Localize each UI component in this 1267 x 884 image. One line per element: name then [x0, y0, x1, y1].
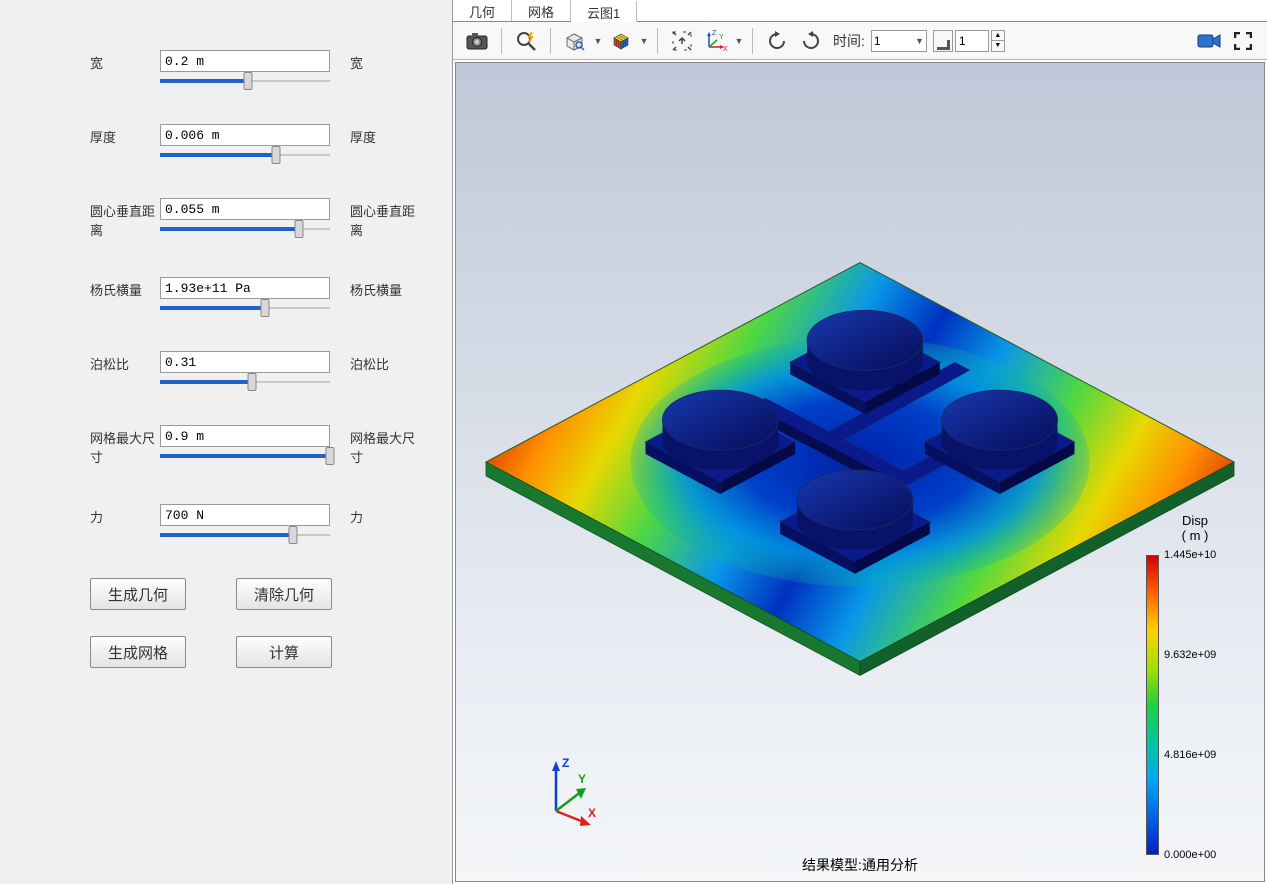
rubiks-cube-icon[interactable]: [605, 26, 637, 56]
tab-0[interactable]: 几何: [453, 0, 512, 21]
param-label-left: 泊松比: [90, 351, 160, 373]
param-slider-3[interactable]: [160, 303, 330, 313]
color-legend: Disp ( m ) 1.445e+10 9.632e+09 4.816e+09…: [1140, 513, 1250, 863]
zoom-lightning-icon[interactable]: [510, 26, 542, 56]
svg-text:X: X: [588, 806, 596, 820]
step-value: 1: [959, 34, 966, 48]
time-select[interactable]: 1▼: [871, 30, 927, 52]
axis-dropdown[interactable]: ▼: [734, 36, 744, 46]
legend-max: 1.445e+10: [1164, 549, 1216, 561]
rotate-ccw-icon[interactable]: [761, 26, 793, 56]
param-input-4[interactable]: [160, 351, 330, 373]
legend-mid1: 4.816e+09: [1164, 749, 1216, 761]
parameters-panel: 宽宽厚度厚度圆心垂直距离圆心垂直距离杨氏横量杨氏横量泊松比泊松比网格最大尺寸网格…: [0, 0, 452, 884]
param-label-right: 网格最大尺寸: [350, 428, 422, 466]
param-label-right: 宽: [350, 53, 363, 72]
step-spinner[interactable]: ▲ ▼: [991, 30, 1005, 52]
step-end-icon[interactable]: [933, 30, 953, 52]
param-label-left: 宽: [90, 50, 160, 72]
param-label-left: 网格最大尺寸: [90, 425, 160, 466]
param-label-right: 厚度: [350, 127, 376, 146]
param-label-right: 泊松比: [350, 354, 389, 373]
legend-mid2: 9.632e+09: [1164, 649, 1216, 661]
param-slider-6[interactable]: [160, 530, 330, 540]
param-label-right: 力: [350, 507, 363, 526]
svg-text:Z: Z: [712, 30, 717, 37]
viewport-3d[interactable]: Z X Y 结果模型:通用分析 Disp ( m ) 1.445e+10 9.6…: [455, 62, 1265, 882]
param-slider-5[interactable]: [160, 451, 330, 461]
video-camera-icon[interactable]: [1193, 26, 1225, 56]
step-input[interactable]: 1: [955, 30, 989, 52]
legend-title: Disp: [1140, 513, 1250, 528]
param-slider-1[interactable]: [160, 150, 330, 160]
viewport-toolbar: ▼ ▼ ZYX ▼: [453, 22, 1267, 60]
svg-text:Y: Y: [578, 772, 586, 786]
time-value: 1: [874, 34, 881, 48]
param-row-2: 圆心垂直距离 圆心垂直距离: [90, 198, 422, 239]
param-input-6[interactable]: [160, 504, 330, 526]
param-label-left: 厚度: [90, 124, 160, 146]
tab-1[interactable]: 网格: [512, 0, 571, 21]
param-label-left: 杨氏横量: [90, 277, 160, 299]
time-label: 时间:: [833, 31, 865, 51]
generate-geometry-button[interactable]: 生成几何: [90, 578, 186, 610]
result-model-label: 结果模型:通用分析: [802, 855, 918, 875]
param-input-1[interactable]: [160, 124, 330, 146]
param-row-6: 力力: [90, 504, 422, 540]
param-slider-2[interactable]: [160, 224, 330, 234]
axis-xyz-icon[interactable]: ZYX: [700, 26, 732, 56]
button-row-1: 生成几何 清除几何: [90, 578, 422, 610]
camera-icon[interactable]: [461, 26, 493, 56]
tabs-bar: 几何网格云图1: [453, 0, 1267, 22]
rotate-cw-icon[interactable]: [795, 26, 827, 56]
param-label-right: 圆心垂直距离: [350, 201, 422, 239]
param-row-3: 杨氏横量 杨氏横量: [90, 277, 422, 313]
generate-mesh-button[interactable]: 生成网格: [90, 636, 186, 668]
param-input-2[interactable]: [160, 198, 330, 220]
param-label-left: 圆心垂直距离: [90, 198, 160, 239]
param-row-0: 宽宽: [90, 50, 422, 86]
compute-button[interactable]: 计算: [236, 636, 332, 668]
legend-unit: ( m ): [1140, 528, 1250, 543]
svg-text:Y: Y: [719, 34, 724, 41]
param-row-5: 网格最大尺寸 网格最大尺寸: [90, 425, 422, 466]
expand-icon[interactable]: [1227, 26, 1259, 56]
param-slider-0[interactable]: [160, 76, 330, 86]
param-label-left: 力: [90, 504, 160, 526]
param-row-1: 厚度 厚度: [90, 124, 422, 160]
box-select-icon[interactable]: [559, 26, 591, 56]
box-select-dropdown[interactable]: ▼: [593, 36, 603, 46]
fit-view-icon[interactable]: [666, 26, 698, 56]
param-input-5[interactable]: [160, 425, 330, 447]
clear-geometry-button[interactable]: 清除几何: [236, 578, 332, 610]
param-row-4: 泊松比 泊松比: [90, 351, 422, 387]
legend-min: 0.000e+00: [1164, 849, 1216, 861]
param-label-right: 杨氏横量: [350, 280, 402, 299]
cube-dropdown[interactable]: ▼: [639, 36, 649, 46]
param-input-0[interactable]: [160, 50, 330, 72]
param-slider-4[interactable]: [160, 377, 330, 387]
param-input-3[interactable]: [160, 277, 330, 299]
button-row-2: 生成网格 计算: [90, 636, 422, 668]
viewport-panel: 几何网格云图1 ▼ ▼: [452, 0, 1267, 884]
axis-gizmo: Z X Y: [536, 751, 616, 831]
tab-2[interactable]: 云图1: [571, 1, 637, 22]
svg-text:Z: Z: [562, 756, 569, 770]
svg-text:X: X: [723, 46, 728, 52]
